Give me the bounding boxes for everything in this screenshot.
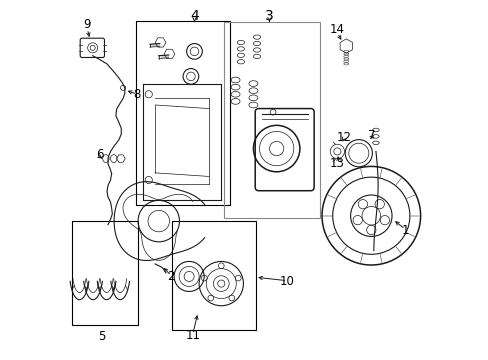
Bar <box>135 21 230 205</box>
Text: 14: 14 <box>329 23 344 36</box>
Text: 9: 9 <box>83 18 91 31</box>
Text: 4: 4 <box>190 9 199 23</box>
Bar <box>172 221 256 330</box>
Text: 7: 7 <box>367 129 374 142</box>
Text: 13: 13 <box>329 157 344 170</box>
Bar <box>224 22 320 217</box>
Text: 12: 12 <box>336 131 351 144</box>
Text: 10: 10 <box>279 275 294 288</box>
Text: 5: 5 <box>98 330 105 343</box>
Bar <box>72 221 138 325</box>
Text: 2: 2 <box>167 270 175 283</box>
Text: 1: 1 <box>401 224 408 237</box>
Text: 6: 6 <box>96 148 103 162</box>
Text: 3: 3 <box>264 9 273 23</box>
Text: 8: 8 <box>133 88 141 101</box>
Text: 11: 11 <box>185 329 200 342</box>
